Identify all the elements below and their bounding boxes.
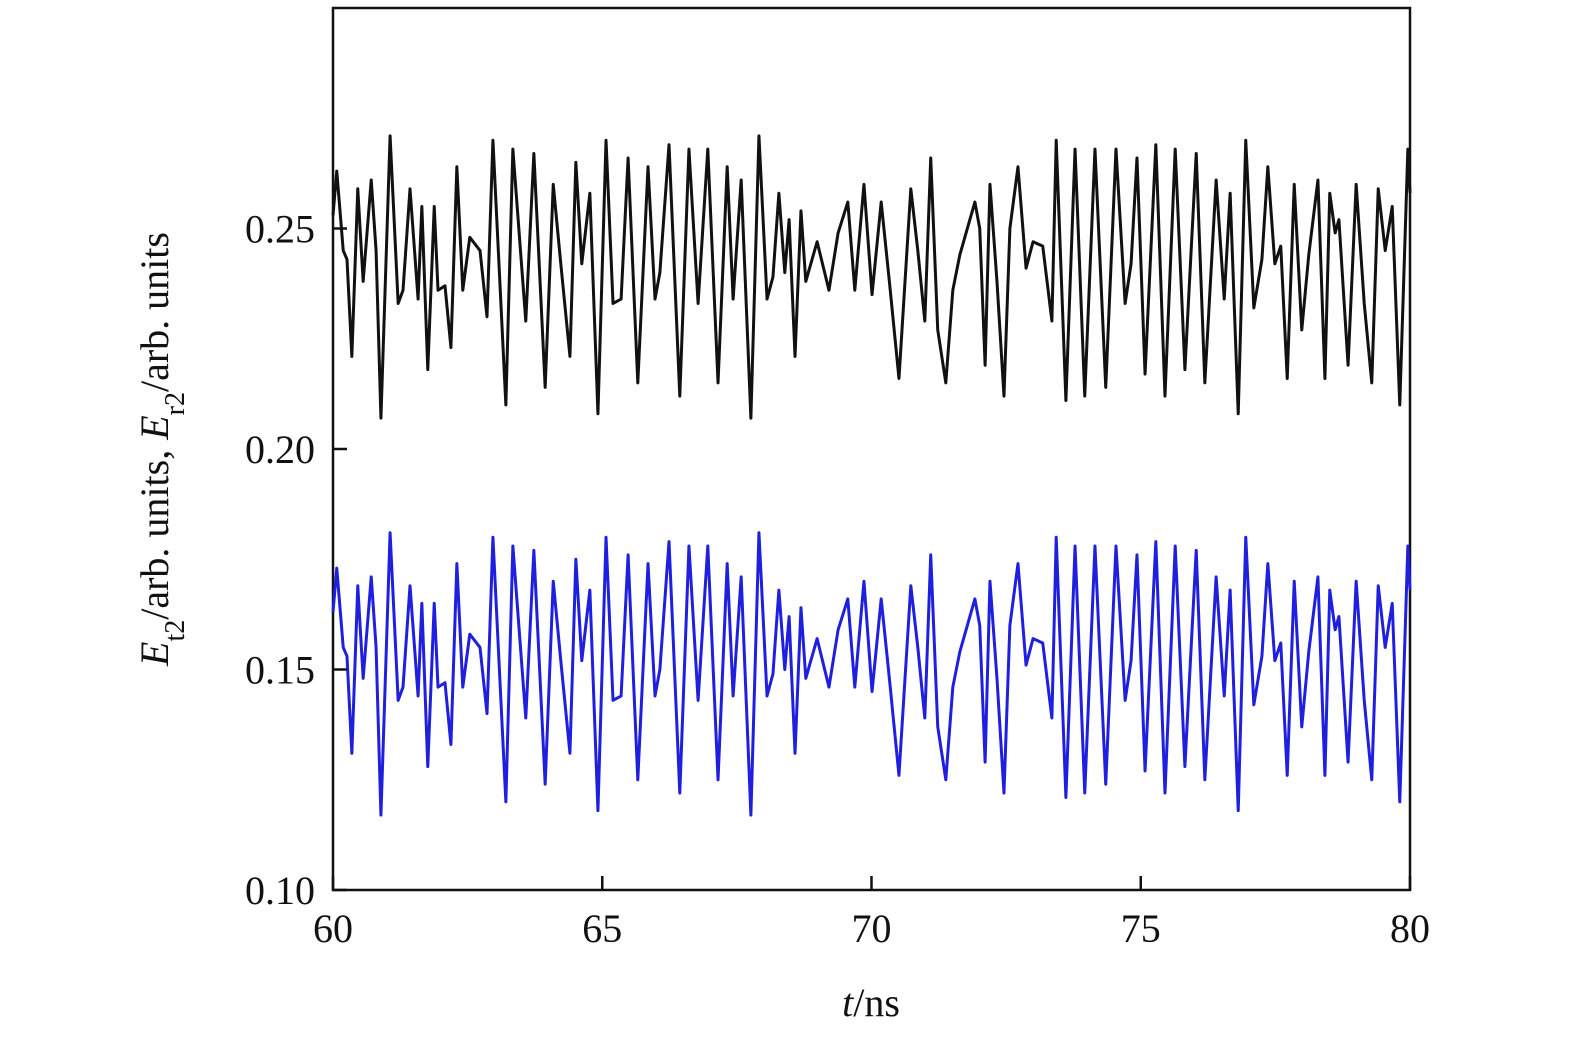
label-part: /arb. units [132,232,177,392]
label-part: r2 [160,392,191,415]
label-part: E [132,642,177,667]
label-part: t [842,980,854,1025]
label-part: t2 [160,620,191,642]
label-part: E [132,415,177,440]
data-line [331,531,1412,817]
x-tick-label: 60 [313,906,353,951]
label-part: /arb. units, [132,440,177,620]
x-tick-label: 75 [1121,906,1161,951]
data-line [331,134,1412,420]
y-tick-label: 0.25 [245,207,315,252]
y-tick-label: 0.20 [245,427,315,472]
x-tick-label: 65 [582,906,622,951]
plot-area [331,134,1412,817]
y-tick-label: 0.10 [245,868,315,913]
y-tick-label: 0.15 [245,648,315,693]
x-axis-label: t/ns [842,980,900,1025]
x-tick-label: 80 [1390,906,1430,951]
x-tick-label: 70 [852,906,892,951]
label-part: /ns [853,980,900,1025]
y-axis-label: Et2/arb. units, Er2/arb. units [132,232,191,667]
plot-frame [331,6,1412,892]
